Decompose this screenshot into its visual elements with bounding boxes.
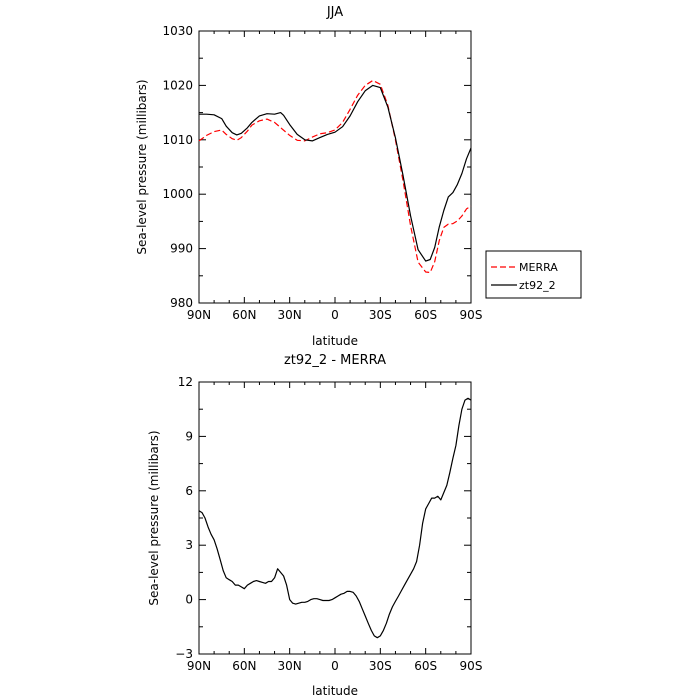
chart-title: JJA [326, 5, 343, 20]
panel-bottom: zt92_2 - MERRA 90N 60N 30N 0 30S 60S 90S −3 0 3 6… [147, 353, 482, 698]
series-lines [198, 79, 472, 274]
x-tick-label: 60N [232, 308, 256, 322]
y-tick-label: −3 [175, 647, 193, 661]
y-tick-label: 1020 [162, 78, 193, 92]
legend-box [485, 250, 582, 299]
legend-label-merra: MERRA [519, 261, 558, 274]
y-axis-label: Sea-level pressure (millibars) [147, 430, 161, 605]
plot-frame [198, 381, 472, 655]
x-tick-label: 0 [331, 308, 339, 322]
x-tick-label: 60S [414, 659, 437, 673]
y-tick-label: 9 [185, 429, 193, 443]
y-tick-label: 1000 [162, 187, 193, 201]
y-tick-label: 980 [170, 296, 193, 310]
x-tick-label: 30N [278, 659, 302, 673]
x-tick-label: 90N [187, 659, 211, 673]
series-line-merra [198, 79, 472, 274]
y-ticks: −3 0 3 6 9 12 [175, 375, 471, 661]
x-tick-label: 90S [460, 308, 483, 322]
x-axis-label: latitude [312, 684, 358, 698]
series-lines [198, 397, 472, 639]
y-ticks: 980 990 1000 1010 1020 1030 [162, 24, 471, 310]
plot-frame [198, 30, 472, 304]
x-tick-label: 0 [331, 659, 339, 673]
y-axis-label: Sea-level pressure (millibars) [135, 79, 149, 254]
y-tick-label: 0 [185, 593, 193, 607]
chart-title: zt92_2 - MERRA [284, 353, 386, 368]
x-ticks: 90N 60N 30N 0 30S 60S 90S [187, 31, 483, 322]
y-tick-label: 12 [178, 375, 193, 389]
x-tick-label: 30S [369, 308, 392, 322]
x-axis-label: latitude [312, 334, 358, 348]
y-tick-label: 1010 [162, 133, 193, 147]
legend-label-zt92: zt92_2 [519, 279, 556, 292]
y-tick-label: 1030 [162, 24, 193, 38]
x-tick-label: 30N [278, 308, 302, 322]
x-tick-label: 60S [414, 308, 437, 322]
panel-top: JJA 90N 60N 30N 0 30S 60S 90S 980 990 1000 1010 10… [135, 5, 582, 348]
series-line-zt92-2 [199, 84, 472, 262]
x-tick-label: 90N [187, 308, 211, 322]
x-tick-label: 90S [460, 659, 483, 673]
y-tick-label: 990 [170, 242, 193, 256]
x-tick-label: 30S [369, 659, 392, 673]
series-line-difference [198, 397, 472, 639]
legend: MERRA zt92_2 [485, 250, 582, 299]
x-ticks: 90N 60N 30N 0 30S 60S 90S [187, 382, 483, 673]
x-tick-label: 60N [232, 659, 256, 673]
y-tick-label: 6 [185, 484, 193, 498]
y-tick-label: 3 [185, 538, 193, 552]
